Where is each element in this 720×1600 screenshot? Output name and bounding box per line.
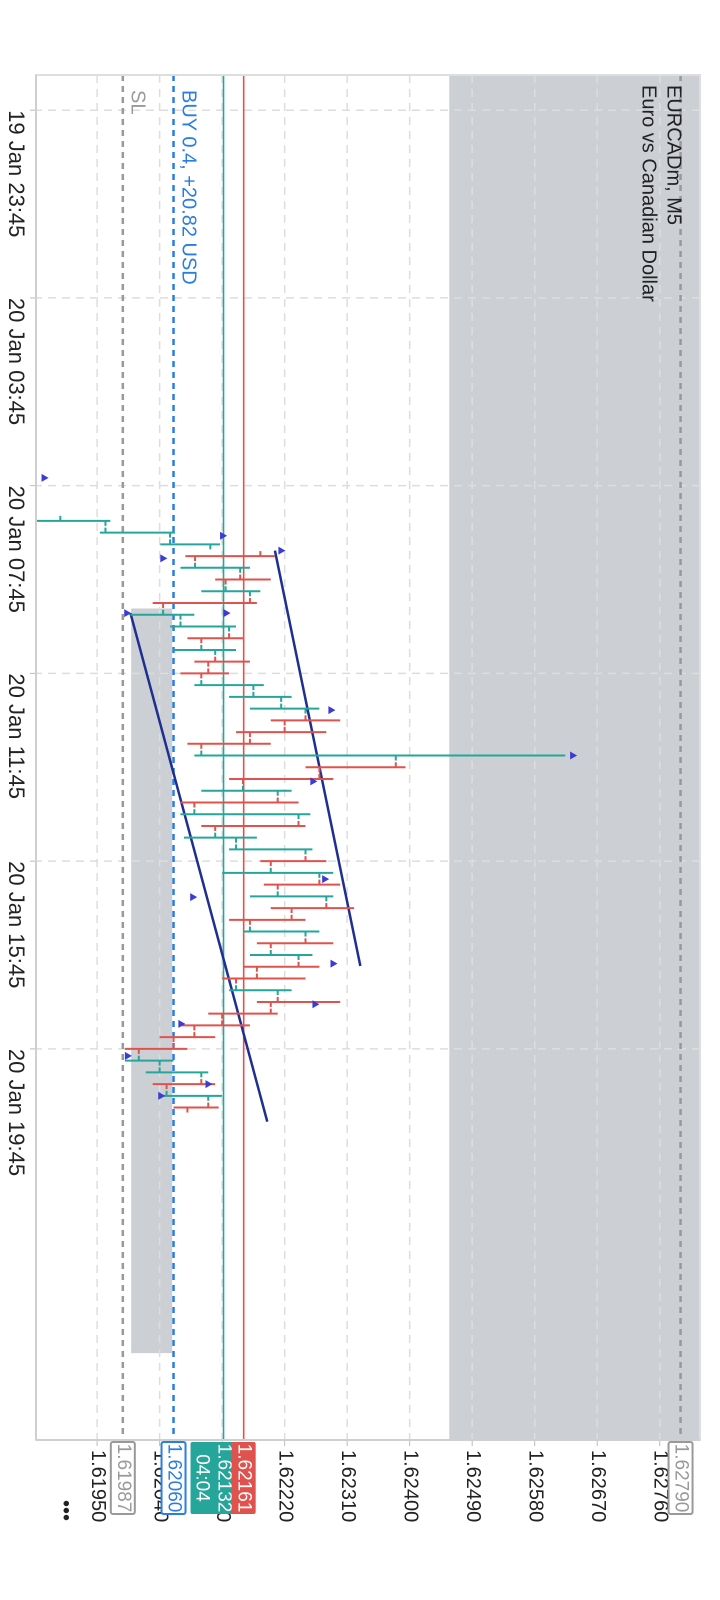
fractal-marker [310,777,318,786]
fractal-marker [178,1019,186,1028]
fractal-marker [160,554,168,563]
level-text: SL [127,90,149,114]
x-tick-label: 19 Jan 23:45 [4,110,29,237]
fractal-marker [190,893,198,902]
level-box [109,1441,136,1515]
fractal-marker [328,706,336,715]
chart-title: EURCADm, M5 [663,85,685,225]
y-tick-label: 1.61950 [87,1450,109,1522]
plot-layer: 1.619501.620401.621301.622201.623101.624… [4,74,701,1522]
level-label: 1.62790 [671,1444,692,1513]
fractal-marker [220,531,228,540]
y-tick-label: 1.62760 [649,1450,671,1522]
fractal-marker [330,959,338,968]
level-box [160,1441,187,1515]
trend-line [129,612,269,1122]
x-tick-label: 20 Jan 15:45 [4,861,29,988]
y-tick-label: 1.62670 [587,1450,609,1522]
x-tick-label: 20 Jan 19:45 [4,1049,29,1176]
y-tick-label: 1.62310 [337,1450,359,1522]
fractal-marker [41,473,49,482]
y-tick-label: 1.62580 [524,1450,546,1522]
x-tick-label: 20 Jan 11:45 [4,673,29,799]
level-box [231,1442,256,1514]
fractal-marker [570,751,578,760]
level-label: 1.61987 [113,1444,134,1513]
fractal-marker [124,1051,132,1060]
y-tick-label: 1.62490 [462,1450,484,1522]
zone [131,608,173,1354]
x-tick-label: 20 Jan 07:45 [4,486,29,613]
fractal-marker [322,875,330,884]
fractal-marker [312,1000,320,1009]
fractal-marker [205,1080,213,1089]
x-tick-label: 20 Jan 03:45 [4,298,29,425]
fractal-marker [223,609,231,618]
fractal-marker [124,609,132,618]
level-box [667,1441,694,1515]
chart-body: 1.619501.620401.621301.622201.623101.624… [4,74,701,1522]
level-box [190,1442,236,1514]
y-tick-label: 1.62220 [274,1450,296,1522]
level-label: 1.62060 [164,1444,185,1513]
level-label: 1.62132 [214,1444,235,1513]
chart-subtitle: Euro vs Canadian Dollar [638,85,660,302]
level-text: BUY 0.4, +20.82 USD [177,90,199,285]
zone [449,75,700,1440]
level-label: 1.62161 [234,1444,255,1513]
menu-button[interactable]: ••• [55,1500,77,1521]
fractal-marker [158,1091,166,1100]
trend-line [273,550,362,967]
y-tick-label: 1.62400 [399,1450,421,1522]
level-timer: 04:04 [192,1454,213,1502]
fractal-marker [278,546,286,555]
